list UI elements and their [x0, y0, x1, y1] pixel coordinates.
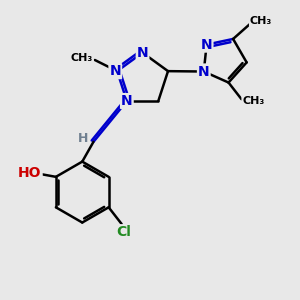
Text: H: H: [78, 132, 88, 145]
Text: N: N: [137, 46, 148, 60]
Text: N: N: [110, 64, 121, 78]
Text: CH₃: CH₃: [71, 53, 93, 63]
Text: Cl: Cl: [116, 225, 131, 239]
Text: CH₃: CH₃: [242, 96, 265, 106]
Text: N: N: [121, 94, 133, 108]
Text: N: N: [198, 64, 210, 79]
Text: HO: HO: [18, 166, 42, 180]
Text: CH₃: CH₃: [250, 16, 272, 26]
Text: N: N: [201, 38, 212, 52]
